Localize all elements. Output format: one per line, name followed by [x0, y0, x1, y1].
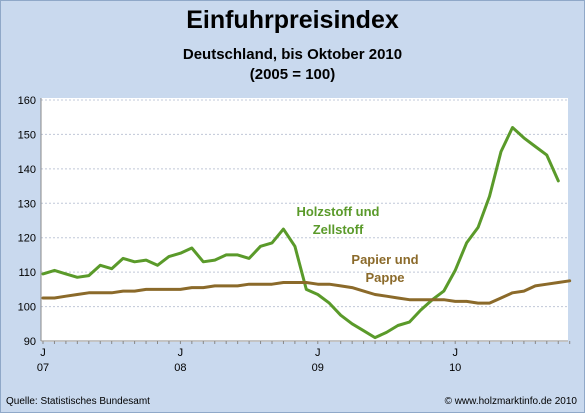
x-tick-label-year: 09 — [312, 362, 324, 374]
y-tick-label: 120 — [18, 233, 36, 245]
series-label-holzstoff-zellstoff: Holzstoff und — [296, 204, 379, 219]
x-tick-label-year: 10 — [449, 362, 461, 374]
x-tick-label-year: 07 — [37, 362, 49, 374]
y-tick-label: 130 — [18, 198, 36, 210]
x-tick-label-month: J — [452, 347, 458, 359]
x-tick-label-year: 08 — [174, 362, 186, 374]
x-tick-label-month: J — [178, 347, 184, 359]
series-line-holzstoff-zellstoff — [41, 126, 560, 340]
series-label-papier-pappe: Pappe — [365, 270, 404, 285]
y-tick-label: 160 — [18, 95, 36, 107]
series-label-papier-pappe: Papier und — [351, 252, 418, 267]
source-note: Quelle: Statistisches Bundesamt — [6, 396, 150, 407]
chart-title: Einfuhrpreisindex — [186, 6, 399, 34]
y-tick-label: 110 — [18, 267, 36, 279]
chart-subtitle: Deutschland, bis Oktober 2010 — [182, 46, 403, 63]
chart-subtitle-base: (2005 = 100) — [249, 66, 336, 83]
series-label-holzstoff-zellstoff: Zellstoff — [313, 222, 364, 237]
y-tick-label: 90 — [24, 336, 36, 348]
x-tick-label-month: J — [315, 347, 321, 359]
y-tick-label: 100 — [18, 302, 36, 314]
y-tick-label: 150 — [18, 129, 36, 141]
x-tick-label-month: J — [40, 347, 46, 359]
series-line-papier-pappe — [41, 279, 572, 305]
copyright-note: © www.holzmarktinfo.de 2010 — [444, 396, 577, 407]
y-tick-label: 140 — [18, 164, 36, 176]
